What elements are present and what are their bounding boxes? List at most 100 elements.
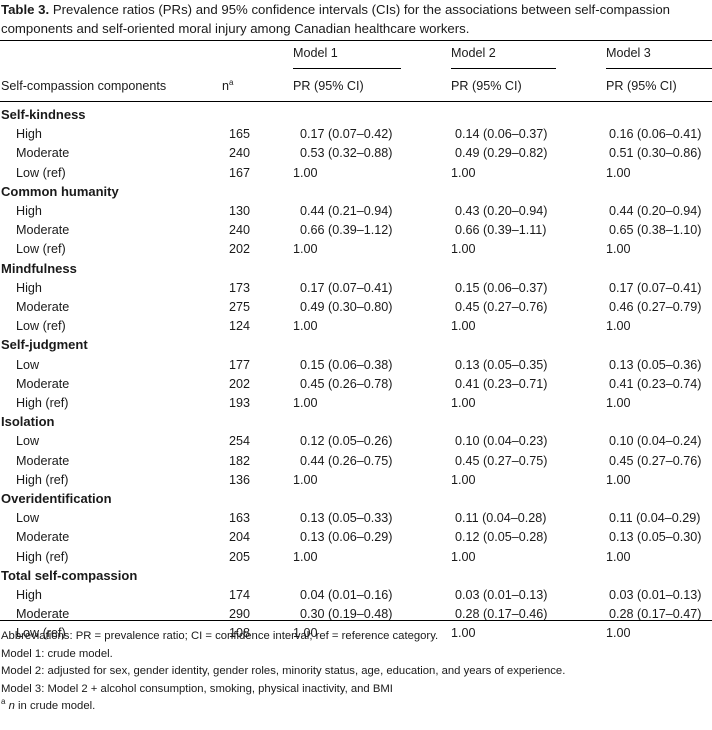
model-3-cell: 1.00: [606, 242, 631, 257]
note-footnote: a n in crude model.: [1, 698, 706, 716]
model-3-cell: 0.16 (0.06–0.41): [609, 127, 702, 142]
model-2-cell: 1.00: [451, 319, 476, 334]
level-cell: High (ref): [16, 396, 69, 410]
model-1-cell: 1.00: [293, 242, 318, 257]
group-title: Overidentification: [1, 491, 112, 506]
model-1-cell: 1.00: [293, 549, 318, 564]
note-model-2: Model 2: adjusted for sex, gender identi…: [1, 665, 566, 677]
model-2-cell: 1.00: [451, 549, 476, 564]
model-3-cell: 1.00: [606, 319, 631, 334]
footnote-n: n: [8, 700, 15, 712]
header-model-2: Model 2: [451, 46, 496, 60]
model-2-cell: 0.11 (0.04–0.28): [455, 511, 547, 526]
model-2-cell: 0.41 (0.23–0.71): [455, 376, 548, 391]
model-1-cell: 0.49 (0.30–0.80): [300, 300, 393, 314]
n-cell: 163: [229, 511, 251, 526]
level-cell: Low: [16, 434, 40, 449]
model-3-cell: 0.45 (0.27–0.76): [609, 453, 702, 468]
level-cell: Low: [16, 357, 40, 372]
level-cell: High: [16, 127, 42, 142]
n-cell: 205: [229, 549, 251, 564]
model-2-cell: 0.13 (0.05–0.35): [455, 357, 548, 372]
model-1-cell: 0.30 (0.19–0.48): [300, 607, 393, 622]
model-2-cell: 0.43 (0.20–0.94): [455, 204, 548, 218]
n-cell: 290: [229, 607, 251, 622]
model-1-cell: 1.00: [293, 626, 318, 641]
n-cell: 167: [229, 165, 251, 180]
n-cell: 182: [229, 453, 251, 468]
model-2-cell: 0.15 (0.06–0.37): [455, 280, 548, 295]
group-title: Self-judgment: [1, 337, 88, 353]
header-model-1: Model 1: [293, 46, 338, 60]
n-cell: 275: [229, 300, 251, 314]
model-3-cell: 0.13 (0.05–0.36): [609, 357, 702, 372]
model-2-cell: 0.12 (0.05–0.28): [455, 530, 548, 545]
model-2-cell: 0.28 (0.17–0.46): [455, 607, 548, 622]
level-cell: High: [16, 280, 42, 295]
model-1-cell: 0.66 (0.39–1.12): [300, 223, 393, 238]
footnote-text: in crude model.: [14, 700, 96, 712]
group-title: Common humanity: [1, 183, 119, 199]
model-2-cell: 0.45 (0.27–0.75): [455, 453, 548, 468]
table-caption: Table 3. Prevalence ratios (PRs) and 95%…: [1, 0, 706, 38]
header-n-superscript: a: [229, 77, 234, 87]
caption-text: Prevalence ratios (PRs) and 95% confiden…: [1, 2, 670, 36]
n-cell: 202: [229, 242, 251, 257]
model-3-cell: 1.00: [606, 549, 631, 564]
model-3-underline: [606, 68, 712, 69]
model-2-cell: 1.00: [451, 396, 476, 410]
model-3-cell: 0.17 (0.07–0.41): [609, 280, 702, 295]
model-3-cell: 1.00: [606, 396, 631, 410]
level-cell: Low (ref): [16, 242, 66, 257]
level-cell: Moderate: [16, 376, 70, 391]
model-1-cell: 1.00: [293, 165, 318, 180]
model-1-cell: 0.44 (0.21–0.94): [300, 204, 393, 218]
model-3-cell: 1.00: [606, 626, 631, 641]
level-cell: High (ref): [16, 472, 69, 487]
model-2-cell: 0.49 (0.29–0.82): [455, 146, 548, 161]
model-1-cell: 0.17 (0.07–0.42): [300, 127, 393, 142]
model-2-cell: 0.66 (0.39–1.11): [455, 223, 547, 238]
n-cell: 254: [229, 434, 251, 449]
header-rule: [0, 101, 712, 102]
level-cell: Low (ref): [16, 319, 66, 334]
model-1-cell: 0.53 (0.32–0.88): [300, 146, 393, 161]
n-cell: 165: [229, 127, 251, 142]
footnote-mark: a: [1, 697, 6, 707]
n-cell: 177: [229, 357, 251, 372]
model-2-cell: 1.00: [451, 626, 476, 641]
header-pr-model-2: PR (95% CI): [451, 79, 522, 93]
n-cell: 124: [229, 319, 251, 334]
model-2-cell: 1.00: [451, 242, 476, 257]
model-2-cell: 0.03 (0.01–0.13): [455, 588, 548, 602]
n-cell: 204: [229, 530, 251, 545]
n-cell: 136: [229, 472, 251, 487]
model-1-cell: 0.04 (0.01–0.16): [300, 588, 393, 602]
level-cell: Moderate: [16, 453, 70, 468]
model-3-cell: 0.44 (0.20–0.94): [609, 204, 702, 218]
model-2-cell: 0.10 (0.04–0.23): [455, 434, 548, 449]
model-3-cell: 0.28 (0.17–0.47): [609, 607, 702, 622]
table-notes: Abbreviations: PR = prevalence ratio; CI…: [1, 628, 706, 716]
model-1-cell: 1.00: [293, 319, 318, 334]
model-3-cell: 0.10 (0.04–0.24): [609, 434, 702, 449]
level-cell: Moderate: [16, 223, 70, 238]
model-1-cell: 0.13 (0.05–0.33): [300, 511, 393, 526]
header-pr-model-1: PR (95% CI): [293, 79, 364, 93]
model-3-cell: 0.41 (0.23–0.74): [609, 376, 702, 391]
model-3-cell: 1.00: [606, 472, 631, 487]
group-title: Isolation: [1, 414, 55, 430]
header-model-3: Model 3: [606, 46, 651, 60]
level-cell: Moderate: [16, 300, 70, 314]
n-cell: 174: [229, 588, 251, 602]
model-3-cell: 0.13 (0.05–0.30): [609, 530, 702, 545]
model-1-cell: 0.13 (0.06–0.29): [300, 530, 393, 545]
model-3-cell: 0.03 (0.01–0.13): [609, 588, 702, 602]
model-3-cell: 0.11 (0.04–0.29): [609, 511, 701, 526]
model-1-cell: 1.00: [293, 396, 318, 410]
n-cell: 193: [229, 396, 251, 410]
model-2-underline: [451, 68, 556, 69]
model-3-cell: 0.65 (0.38–1.10): [609, 223, 702, 238]
model-3-cell: 0.51 (0.30–0.86): [609, 146, 702, 161]
model-1-cell: 0.12 (0.05–0.26): [300, 434, 393, 449]
